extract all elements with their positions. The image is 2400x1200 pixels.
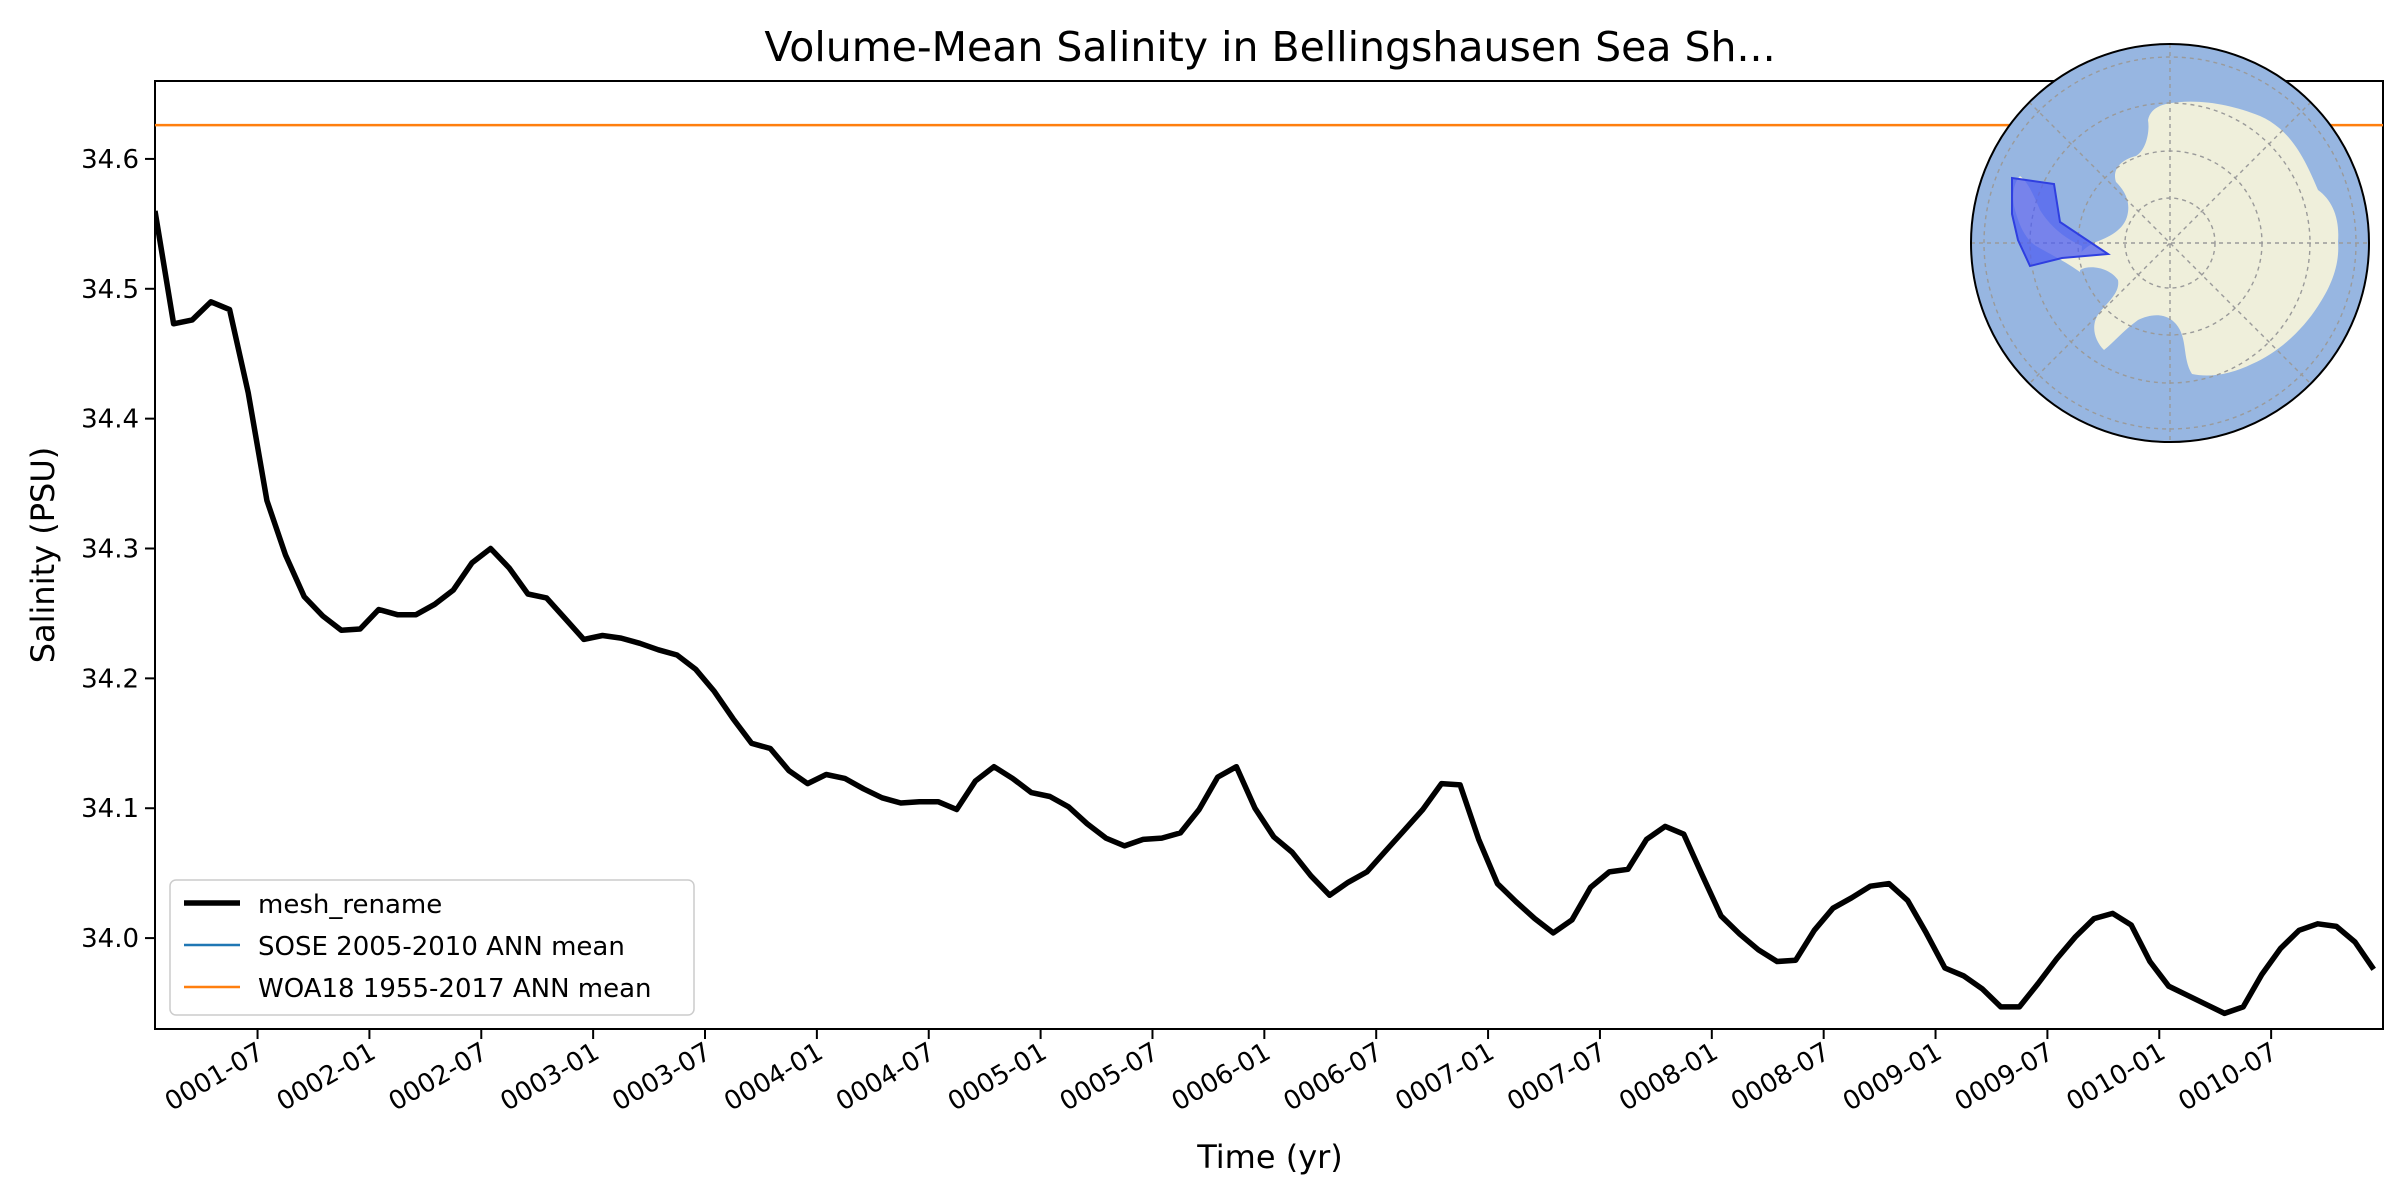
x-tick-label: 0005-07 [1055, 1037, 1164, 1117]
x-tick-label: 0008-07 [1726, 1037, 1835, 1117]
x-tick-label: 0005-01 [943, 1037, 1052, 1117]
land-and-grid [1971, 44, 2369, 442]
legend-box [169, 879, 695, 1016]
x-tick-label: 0002-01 [272, 1037, 381, 1117]
plot-frame [154, 80, 2384, 1030]
y-tick-label: 34.0 [81, 924, 139, 954]
x-tick-label: 0004-01 [719, 1037, 828, 1117]
y-tick-label: 34.5 [81, 275, 139, 305]
x-tick-label: 0010-07 [2174, 1037, 2283, 1117]
x-tick-label: 0007-01 [1390, 1037, 1499, 1117]
y-tick-label: 34.6 [81, 145, 139, 175]
legend-label-mesh-rename: mesh_rename [258, 890, 442, 920]
x-tick-label: 0006-01 [1167, 1037, 1276, 1117]
x-tick-label: 0003-01 [496, 1037, 605, 1117]
x-tick-label: 0009-01 [1838, 1037, 1947, 1117]
x-tick-label: 0003-07 [607, 1037, 716, 1117]
chart-title: Volume-Mean Salinity in Bellingshausen S… [764, 23, 1775, 71]
x-tick-label: 0007-07 [1502, 1037, 1611, 1117]
x-tick-label: 0006-07 [1279, 1037, 1388, 1117]
y-axis-ticks: 34.0 34.1 34.2 34.3 34.4 34.5 34.6 [81, 145, 155, 954]
y-tick-label: 34.3 [81, 535, 139, 565]
x-tick-label: 0004-07 [831, 1037, 940, 1117]
legend: mesh_rename SOSE 2005-2010 ANN mean WOA1… [169, 879, 695, 1016]
legend-label-woa18: WOA18 1955-2017 ANN mean [258, 974, 652, 1004]
x-axis-label: Time (yr) [1196, 1138, 1343, 1176]
antarctica-landmass [2077, 101, 2339, 376]
x-tick-label: 0002-07 [384, 1037, 493, 1117]
y-tick-label: 34.2 [81, 664, 139, 694]
x-tick-label: 0009-07 [1950, 1037, 2059, 1117]
y-axis-label: Salinity (PSU) [24, 447, 62, 664]
map-border [1970, 43, 2370, 443]
x-tick-label: 0010-01 [2062, 1037, 2171, 1117]
x-tick-label: 0008-01 [1614, 1037, 1723, 1117]
x-axis-ticks: 0001-07 0002-01 0002-07 0003-01 0003-07 0004-… [160, 1029, 2283, 1117]
y-tick-label: 34.4 [81, 405, 139, 435]
region-polygon [2011, 176, 2111, 268]
y-tick-label: 34.1 [81, 794, 139, 824]
antarctic-polar-map-inset [1970, 43, 2370, 443]
legend-label-sose: SOSE 2005-2010 ANN mean [258, 932, 625, 962]
mesh-rename-line [155, 210, 2376, 1017]
x-tick-label: 0001-07 [160, 1037, 269, 1117]
